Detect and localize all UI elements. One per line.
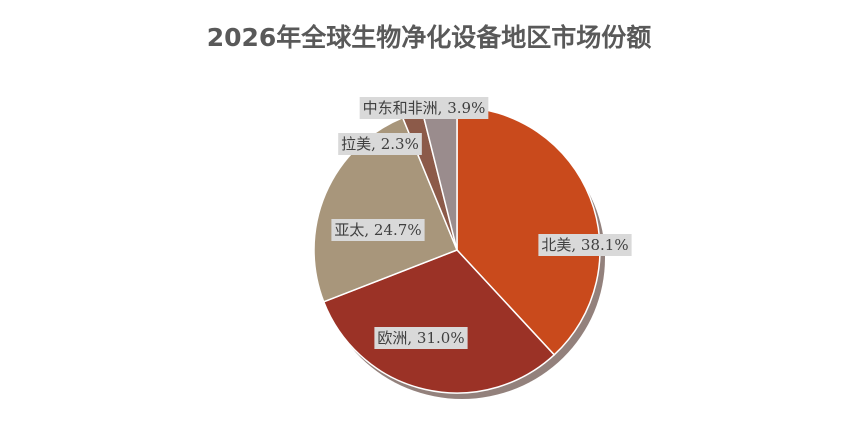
data-label: 拉美, 2.3% <box>341 135 419 153</box>
label-box <box>331 219 425 241</box>
data-label: 北美, 38.1% <box>541 236 628 254</box>
label-box <box>538 234 632 256</box>
labels: 北美, 38.1% 欧洲, 31.0% 亚太, 24.7% 拉美, 2.3% 中东和非洲… <box>331 97 632 349</box>
pie-slice <box>456 106 601 356</box>
chart-title: 2026年全球生物净化设备地区市场份额 <box>207 23 652 52</box>
data-label: 欧洲, 31.0% <box>377 329 464 347</box>
pie-slice <box>322 249 556 394</box>
data-label: 中东和非洲, 3.9% <box>363 99 486 117</box>
label-box <box>374 327 468 349</box>
data-label: 亚太, 24.7% <box>334 221 421 239</box>
label-box <box>338 133 422 155</box>
label-box <box>359 97 489 119</box>
